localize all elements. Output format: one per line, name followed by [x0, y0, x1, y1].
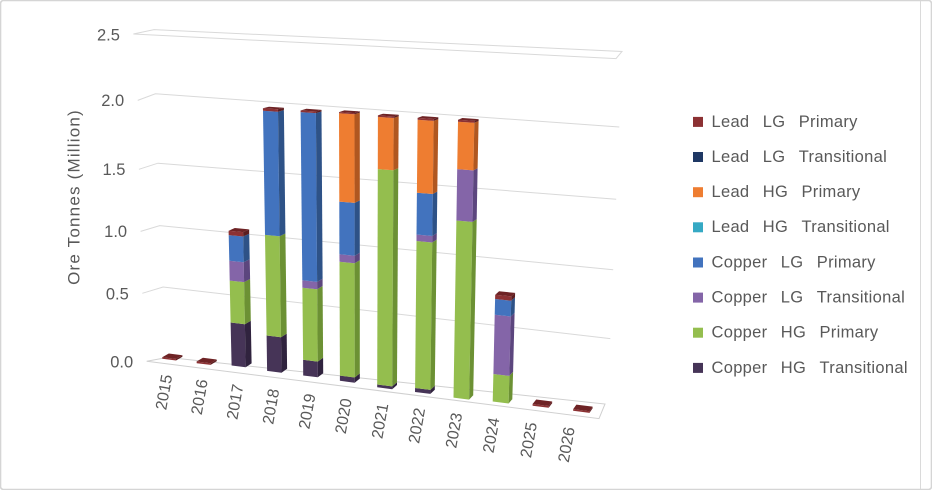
- svg-text:2.5: 2.5: [97, 27, 120, 45]
- svg-text:1.0: 1.0: [104, 223, 127, 241]
- svg-text:2026: 2026: [556, 426, 579, 464]
- svg-text:Lead HG Primary: Lead HG Primary: [712, 183, 861, 201]
- svg-text:2024: 2024: [481, 416, 504, 454]
- svg-text:1.5: 1.5: [102, 161, 125, 179]
- svg-text:2023: 2023: [443, 411, 466, 449]
- svg-text:Copper LG Transitional: Copper LG Transitional: [712, 289, 906, 307]
- svg-text:2015: 2015: [153, 373, 176, 411]
- svg-text:Copper HG Transitional: Copper HG Transitional: [712, 359, 908, 377]
- svg-text:2021: 2021: [369, 402, 392, 440]
- svg-text:Ore Tonnes (Million): Ore Tonnes (Million): [65, 109, 84, 285]
- svg-text:2025: 2025: [518, 421, 541, 459]
- svg-text:2019: 2019: [297, 392, 320, 430]
- svg-text:0.5: 0.5: [106, 285, 129, 303]
- svg-text:Lead LG Primary: Lead LG Primary: [712, 113, 859, 131]
- svg-text:2.0: 2.0: [101, 92, 124, 110]
- svg-text:2018: 2018: [260, 388, 283, 426]
- svg-text:2020: 2020: [333, 397, 356, 435]
- svg-text:Copper HG Primary: Copper HG Primary: [712, 324, 879, 342]
- svg-text:2017: 2017: [224, 383, 247, 421]
- svg-text:2022: 2022: [406, 407, 429, 445]
- svg-text:0.0: 0.0: [110, 353, 133, 371]
- svg-text:Lead HG Transitional: Lead HG Transitional: [712, 218, 890, 236]
- svg-text:Copper LG Primary: Copper LG Primary: [712, 253, 877, 271]
- svg-text:Lead LG Transitional: Lead LG Transitional: [712, 148, 888, 166]
- svg-text:2016: 2016: [189, 378, 212, 416]
